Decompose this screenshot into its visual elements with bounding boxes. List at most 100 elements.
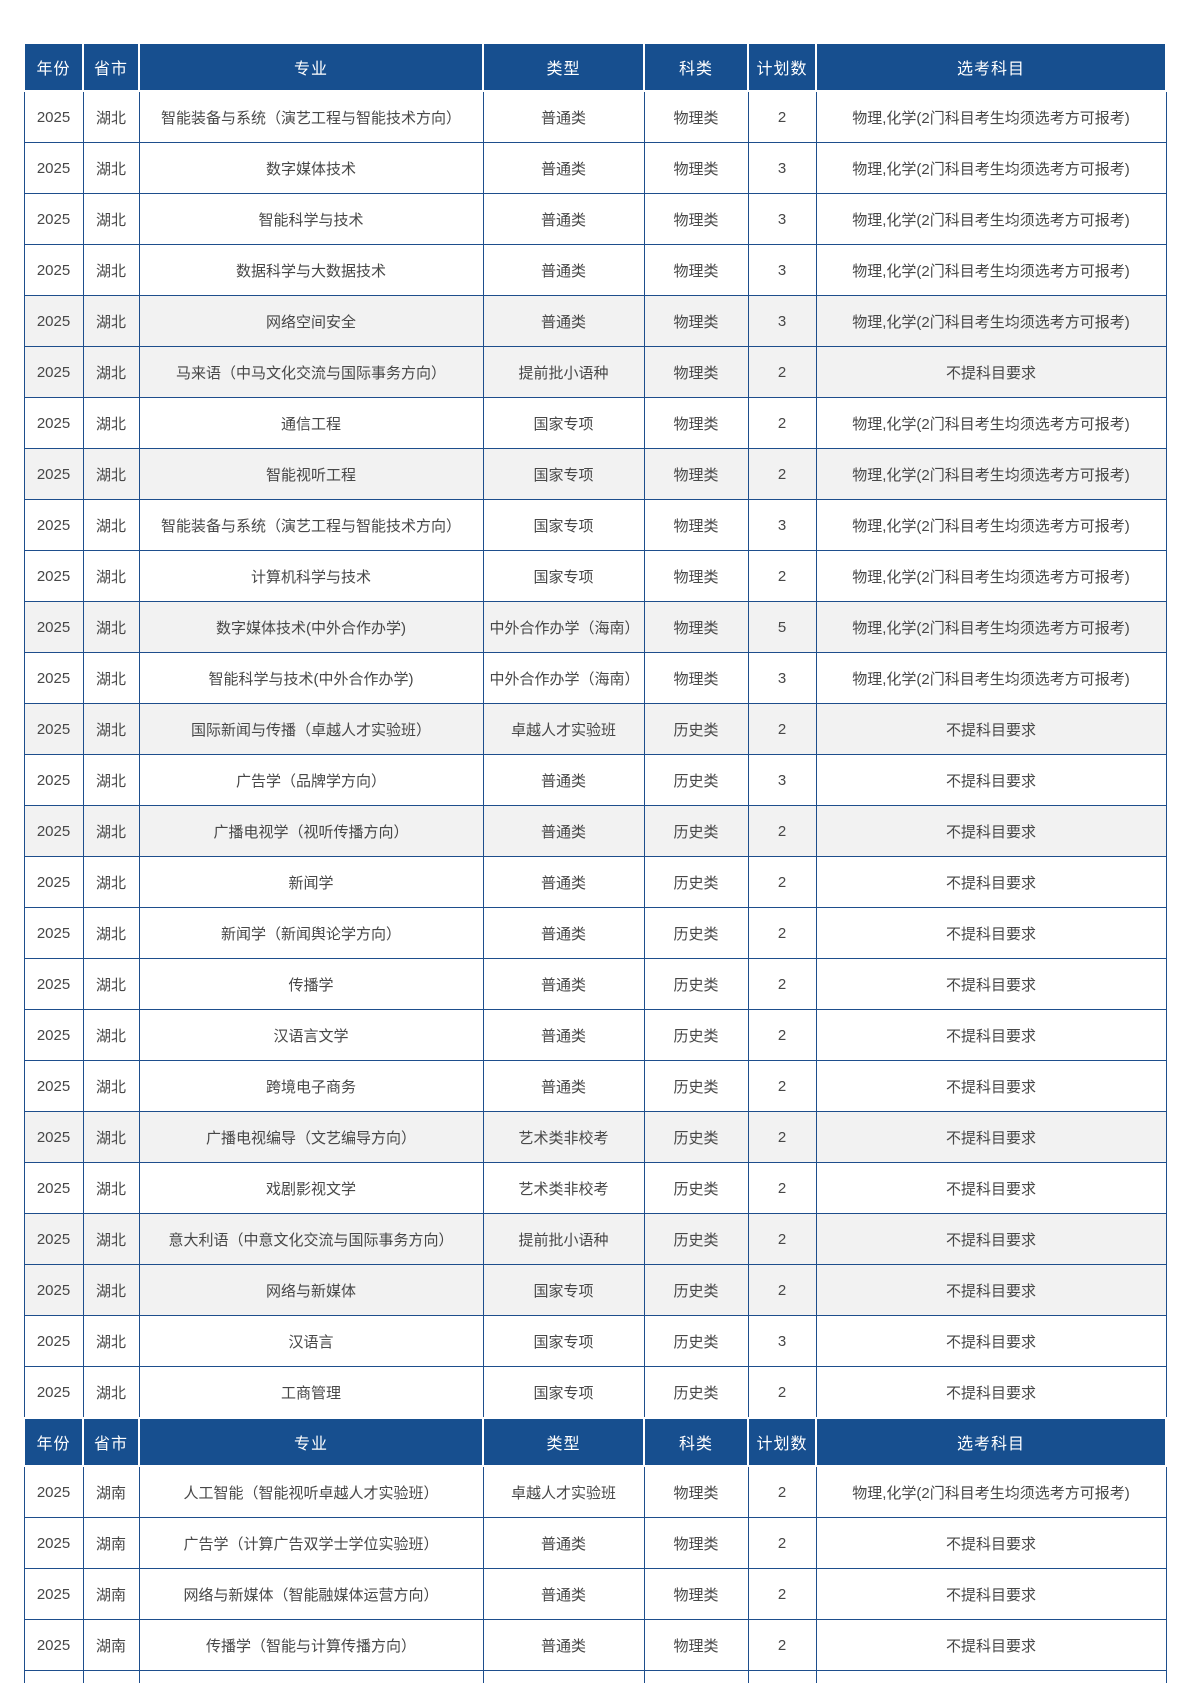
cell-year: 2025 [23, 550, 84, 602]
cell-major: 跨境电子商务 [138, 1060, 484, 1112]
cell-year: 2025 [23, 1213, 84, 1265]
cell-major: 意大利语（中意文化交流与国际事务方向） [138, 1213, 484, 1265]
cell-major: 国际新闻与传播（卓越人才实验班） [138, 703, 484, 755]
cell-province: 湖北 [82, 1264, 140, 1316]
cell-subjects: 不提科目要求 [815, 856, 1167, 908]
cell-subjects: 物理,化学(2门科目考生均须选考方可报考) [815, 601, 1167, 653]
cell-type: 中外合作办学（海南） [482, 652, 645, 704]
cell-province: 湖北 [82, 448, 140, 500]
cell-type: 普通类 [482, 805, 645, 857]
cell-province: 湖南 [82, 1465, 140, 1518]
cell-province: 湖南 [82, 1568, 140, 1620]
cell-type: 普通类 [482, 1009, 645, 1061]
cell-type: 普通类 [482, 244, 645, 296]
cell-major: 数字媒体技术(中外合作办学) [138, 601, 484, 653]
cell-year: 2025 [23, 907, 84, 959]
cell-category: 物理类 [643, 1568, 749, 1620]
table-row: 2025 湖北 广播电视编导（文艺编导方向） 艺术类非校考 历史类 2 不提科目… [23, 1111, 1167, 1163]
cell-category: 物理类 [643, 601, 749, 653]
cell-type: 国家专项 [482, 1264, 645, 1316]
table-row: 2025 湖北 新闻学（新闻舆论学方向） 普通类 历史类 2 不提科目要求 [23, 907, 1167, 959]
cell-plan-count: 2 [747, 1162, 817, 1214]
cell-plan-count: 2 [747, 1465, 817, 1518]
cell-plan-count: 2 [747, 448, 817, 500]
cell-major: 新闻学 [138, 856, 484, 908]
cell-plan-count: 3 [747, 244, 817, 296]
cell-province: 湖北 [82, 244, 140, 296]
cell-subjects: 不提科目要求 [815, 805, 1167, 857]
cell-province: 湖北 [82, 1060, 140, 1112]
cell-category: 历史类 [643, 1111, 749, 1163]
cell-category: 物理类 [643, 142, 749, 194]
cell-subjects: 不提科目要求 [815, 1162, 1167, 1214]
cell-plan-count: 2 [747, 805, 817, 857]
cell-subjects: 不提科目要求 [815, 958, 1167, 1010]
cell-major: 计算机科学与技术 [138, 550, 484, 602]
cell-category: 历史类 [643, 805, 749, 857]
cell-plan-count: 2 [747, 1009, 817, 1061]
cell-category: 历史类 [643, 1264, 749, 1316]
cell-province: 湖北 [82, 1366, 140, 1419]
cell-year: 2025 [23, 856, 84, 908]
cell-plan-count: 2 [747, 397, 817, 449]
cell-year: 2025 [23, 1366, 84, 1419]
cell-year: 2025 [23, 142, 84, 194]
cell-major: 智能装备与系统（演艺工程与智能技术方向） [138, 90, 484, 143]
cell-plan-count: 2 [747, 1060, 817, 1112]
cell-plan-count: 2 [747, 1264, 817, 1316]
cell-year: 2025 [23, 1162, 84, 1214]
cell-subjects: 物理,化学(2门科目考生均须选考方可报考) [815, 244, 1167, 296]
cell-plan-count [747, 1670, 817, 1683]
cell-year: 2025 [23, 1465, 84, 1518]
cell-subjects: 不提科目要求 [815, 1111, 1167, 1163]
cell-subjects: 不提科目要求 [815, 1009, 1167, 1061]
cell-type: 卓越人才实验班 [482, 703, 645, 755]
cell-major: 广告学（计算广告双学士学位实验班） [138, 1517, 484, 1569]
table-row: 2025 湖北 智能视听工程 国家专项 物理类 2 物理,化学(2门科目考生均须… [23, 448, 1167, 500]
cell-province: 湖北 [82, 703, 140, 755]
cell-type [482, 1670, 645, 1683]
table-row: 2025 湖北 数据科学与大数据技术 普通类 物理类 3 物理,化学(2门科目考… [23, 244, 1167, 296]
table-row: 2025 湖北 工商管理 国家专项 历史类 2 不提科目要求 [23, 1366, 1167, 1419]
header-cell-province: 省市 [82, 42, 140, 92]
cell-year: 2025 [23, 1060, 84, 1112]
cell-subjects: 不提科目要求 [815, 1264, 1167, 1316]
cell-province: 湖北 [82, 295, 140, 347]
cell-subjects: 不提科目要求 [815, 1315, 1167, 1367]
cell-type: 卓越人才实验班 [482, 1465, 645, 1518]
cell-province: 湖北 [82, 805, 140, 857]
cell-type: 普通类 [482, 1517, 645, 1569]
cell-type: 普通类 [482, 907, 645, 959]
cell-subjects: 不提科目要求 [815, 703, 1167, 755]
cell-province: 湖北 [82, 550, 140, 602]
cell-province: 湖北 [82, 142, 140, 194]
cell-category: 物理类 [643, 448, 749, 500]
cell-major: 马来语（中马文化交流与国际事务方向） [138, 346, 484, 398]
cell-plan-count: 3 [747, 142, 817, 194]
cell-plan-count: 3 [747, 295, 817, 347]
cell-subjects: 不提科目要求 [815, 907, 1167, 959]
table-row-partial [23, 1670, 1167, 1683]
cell-major: 汉语言文学 [138, 1009, 484, 1061]
cell-subjects: 物理,化学(2门科目考生均须选考方可报考) [815, 448, 1167, 500]
cell-province: 湖北 [82, 1162, 140, 1214]
cell-plan-count: 2 [747, 90, 817, 143]
admission-plan-table: 年份 省市 专业 类型 科类 计划数 选考科目 2025 湖北 智能装备与系统（… [23, 42, 1167, 1683]
cell-category: 历史类 [643, 1366, 749, 1419]
cell-subjects: 不提科目要求 [815, 1517, 1167, 1569]
cell-category: 物理类 [643, 499, 749, 551]
cell-category: 物理类 [643, 295, 749, 347]
cell-category: 物理类 [643, 193, 749, 245]
cell-year: 2025 [23, 244, 84, 296]
cell-subjects [815, 1670, 1167, 1683]
cell-province: 湖北 [82, 907, 140, 959]
cell-category: 历史类 [643, 703, 749, 755]
cell-category: 物理类 [643, 652, 749, 704]
cell-category: 历史类 [643, 1060, 749, 1112]
cell-year: 2025 [23, 1315, 84, 1367]
cell-year: 2025 [23, 703, 84, 755]
cell-category [643, 1670, 749, 1683]
cell-plan-count: 2 [747, 907, 817, 959]
table-row: 2025 湖南 传播学（智能与计算传播方向） 普通类 物理类 2 不提科目要求 [23, 1619, 1167, 1671]
